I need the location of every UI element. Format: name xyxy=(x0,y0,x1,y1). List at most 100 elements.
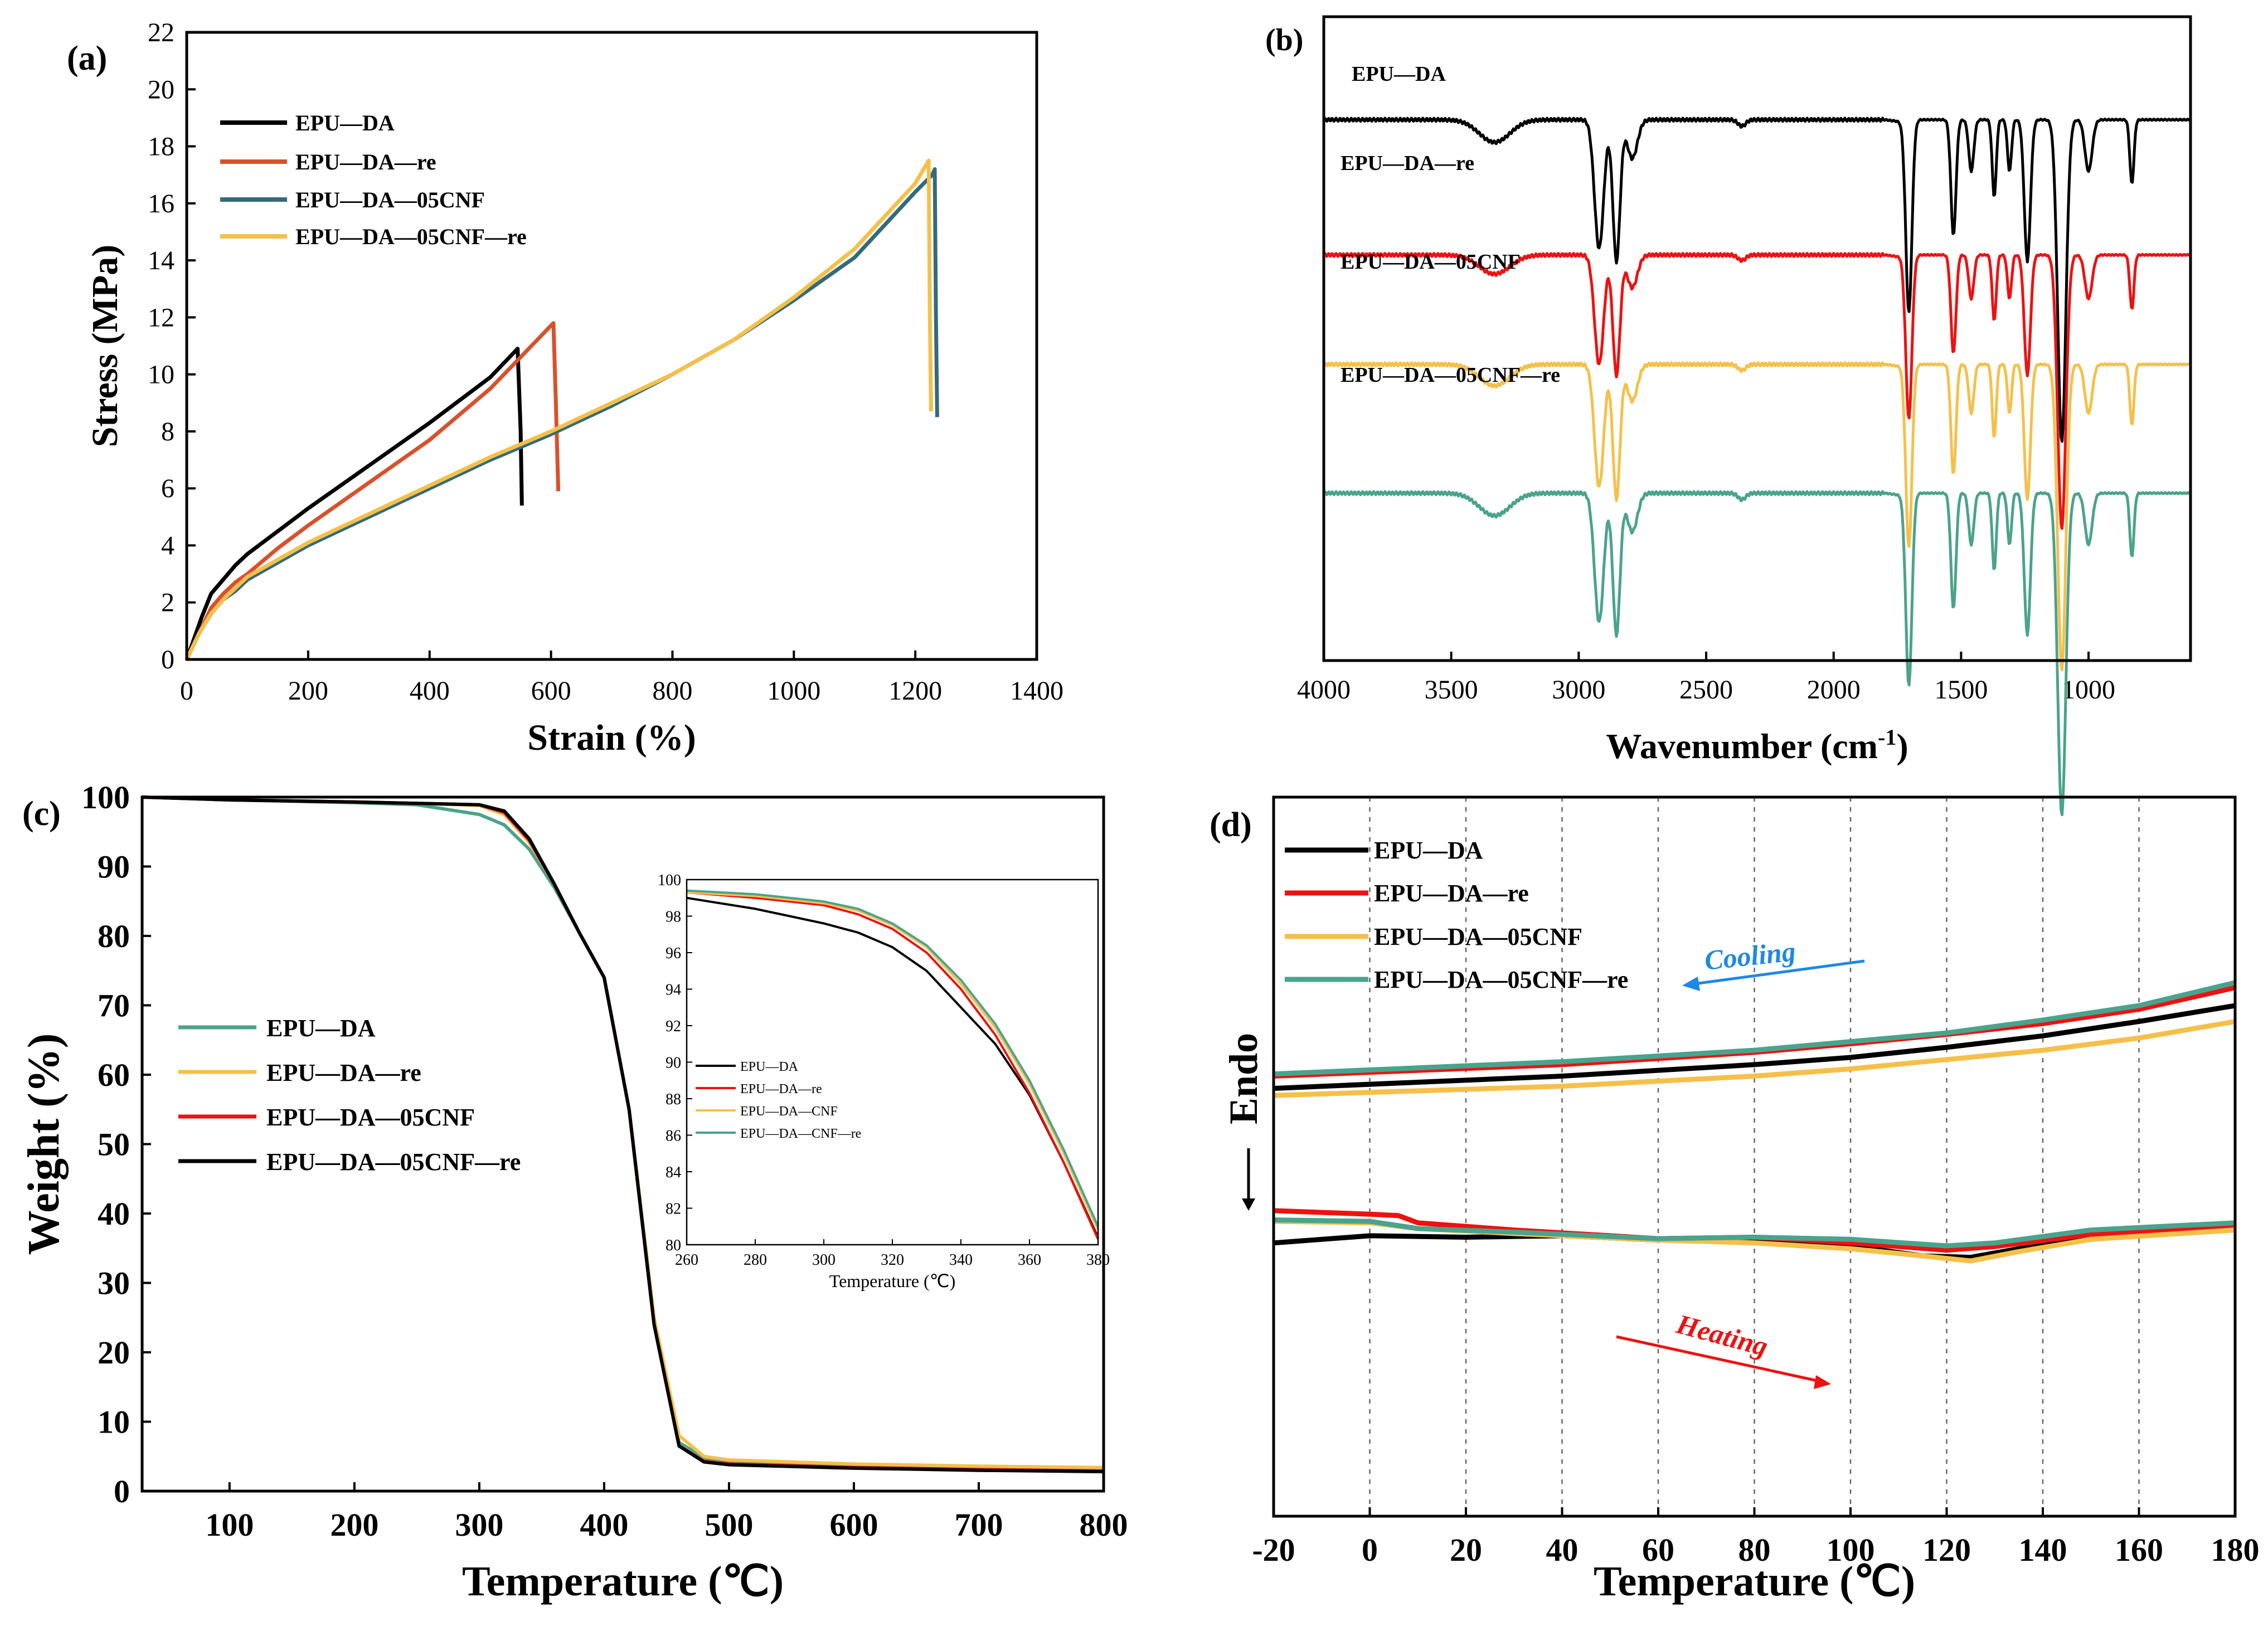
b-spectrum-1 xyxy=(1322,252,2192,530)
b-trace-label-0: EPU—DA xyxy=(1352,62,1446,86)
a-ytick-label: 6 xyxy=(161,474,174,503)
c-ytick-label: 100 xyxy=(81,779,130,816)
c-legend-label-0: EPU—DA xyxy=(266,1015,376,1042)
c-inset-ytick-label: 94 xyxy=(666,982,681,999)
c-xtick-label: 700 xyxy=(954,1507,1003,1543)
d-heating-curve-3 xyxy=(1273,1217,2236,1249)
c-inset-xtick-label: 320 xyxy=(881,1251,904,1269)
d-heating-arrow-head xyxy=(1814,1375,1831,1389)
c-inset: 260 280 300 320 340 360 380 80 82 84 86 88 90 92 94 96 9… xyxy=(658,872,1110,1291)
panel-b-label: (b) xyxy=(1265,23,1303,57)
c-xtick-label: 300 xyxy=(455,1507,503,1543)
c-xlabel: Temperature (℃) xyxy=(462,1558,784,1605)
c-inset-background xyxy=(687,880,1098,1245)
b-trace-label-2: EPU—DA—05CNF xyxy=(1341,250,1521,274)
d-xtick-label: 100 xyxy=(1827,1532,1875,1568)
c-inset-legend-label-3: EPU—DA—CNF—re xyxy=(740,1127,861,1141)
c-ytick-label: 10 xyxy=(98,1404,130,1440)
a-xtick-label: 1200 xyxy=(888,676,942,706)
c-plot-frame xyxy=(140,795,1105,1493)
a-ytick-label: 18 xyxy=(148,132,174,162)
c-ylabel: Weight (%) xyxy=(20,1033,69,1255)
c-inset-ytick-label: 80 xyxy=(666,1237,681,1254)
a-ylabel: Stress (MPa) xyxy=(85,245,125,448)
d-endo-arrow-head xyxy=(1242,1198,1255,1211)
a-ytick-label: 10 xyxy=(148,360,174,390)
c-inset-ytick-label: 100 xyxy=(658,872,681,889)
c-inset-series-3 xyxy=(686,889,1099,1227)
c-ytick-label: 50 xyxy=(98,1127,130,1163)
c-inset-xtick-label: 300 xyxy=(812,1251,836,1269)
b-trace-label-1: EPU—DA—re xyxy=(1341,152,1474,175)
d-legend-label-1: EPU—DA—re xyxy=(1374,880,1529,907)
panel-a-label: (a) xyxy=(67,40,107,77)
d-heating-arrow-shaft xyxy=(1616,1335,1820,1383)
d-cooling-curve-3 xyxy=(1273,980,2236,1077)
c-inset-legend-label-0: EPU—DA xyxy=(740,1060,799,1074)
a-xtick-label: 200 xyxy=(288,676,328,706)
c-ytick-label: 40 xyxy=(98,1196,130,1232)
b-xtick-label: 4000 xyxy=(1297,675,1351,705)
b-trace-label-3: EPU—DA—05CNF—re xyxy=(1341,363,1560,387)
d-xtick-label: 140 xyxy=(2019,1532,2067,1568)
a-xtick-label: 600 xyxy=(531,676,571,706)
a-ytick-label: 8 xyxy=(161,417,174,446)
c-inset-ytick-label: 86 xyxy=(666,1128,681,1145)
a-plot-frame xyxy=(185,31,1038,661)
c-ytick-label: 80 xyxy=(98,918,130,954)
d-xtick-label: 160 xyxy=(2115,1532,2163,1568)
d-legend-label-0: EPU—DA xyxy=(1374,837,1483,864)
a-ytick-label: 20 xyxy=(148,75,174,104)
c-ytick-label: 30 xyxy=(98,1265,130,1302)
a-ytick-label: 4 xyxy=(161,531,174,560)
c-xtick-label: 200 xyxy=(330,1507,378,1543)
b-xtick-label: 2000 xyxy=(1807,675,1861,705)
d-ylabel: Endo xyxy=(1221,1033,1266,1124)
c-inset-legend-label-1: EPU—DA—re xyxy=(740,1082,822,1096)
b-xlabel: Wavenumber (cm-1) xyxy=(1606,725,1908,766)
a-ytick-label: 14 xyxy=(148,246,174,275)
a-series-line-0 xyxy=(184,347,524,661)
a-series-line-1 xyxy=(184,321,561,661)
c-inset-xtick-label: 280 xyxy=(744,1251,767,1269)
b-xtick-label: 2500 xyxy=(1679,675,1733,705)
panel-c-label: (c) xyxy=(22,795,61,833)
c-inset-xlabel: Temperature (℃) xyxy=(829,1271,955,1291)
d-cooling-curve-2 xyxy=(1273,1019,2236,1098)
c-inset-ytick-label: 98 xyxy=(666,909,681,926)
c-inset-series-1 xyxy=(686,891,1099,1240)
c-inset-xtick-label: 380 xyxy=(1086,1251,1110,1269)
c-series-line-3 xyxy=(142,795,1104,1474)
a-legend-label-0: EPU—DA xyxy=(295,110,395,135)
c-inset-xtick-label: 260 xyxy=(675,1251,698,1269)
c-legend-label-3: EPU—DA—05CNF—re xyxy=(266,1148,521,1176)
c-inset-ytick-label: 92 xyxy=(666,1018,681,1035)
a-xtick-label: 800 xyxy=(652,676,692,706)
c-inset-legend-label-2: EPU—DA—CNF xyxy=(740,1104,838,1119)
d-cooling-arrow-shaft xyxy=(1694,959,1865,986)
b-xtick-label: 3000 xyxy=(1552,675,1605,705)
d-xtick-label: 80 xyxy=(1738,1532,1771,1568)
b-spectrum-0 xyxy=(1322,117,2192,443)
c-ytick-label: 20 xyxy=(98,1334,130,1371)
d-legend-label-2: EPU—DA—05CNF xyxy=(1374,923,1582,950)
a-ytick-label: 22 xyxy=(148,18,174,47)
b-spectrum-3 xyxy=(1322,490,2192,817)
a-series-line-3 xyxy=(184,158,933,661)
c-legend-label-1: EPU—DA—re xyxy=(266,1059,421,1086)
c-inset-frame xyxy=(686,878,1099,1246)
panel-d-label: (d) xyxy=(1210,806,1252,844)
a-legend-label-1: EPU—DA—re xyxy=(295,149,436,174)
b-spectrum-2 xyxy=(1322,361,2192,672)
a-legend-label-3: EPU—DA—05CNF—re xyxy=(295,224,527,249)
d-xtick-label: 60 xyxy=(1642,1532,1674,1568)
c-inset-xtick-label: 360 xyxy=(1018,1251,1041,1269)
panel-a: (a) 0 200 400 600 800 1000 1200 1400 0 2 4 6 8 10 12 14 1… xyxy=(67,18,1063,758)
d-xtick-label: -20 xyxy=(1252,1532,1295,1568)
c-ytick-label: 0 xyxy=(114,1473,130,1509)
d-plot-frame xyxy=(1272,795,2237,1518)
c-xtick-label: 800 xyxy=(1080,1507,1128,1543)
c-inset-series-2 xyxy=(686,891,1099,1231)
b-xtick-label: 1500 xyxy=(1934,675,1988,705)
